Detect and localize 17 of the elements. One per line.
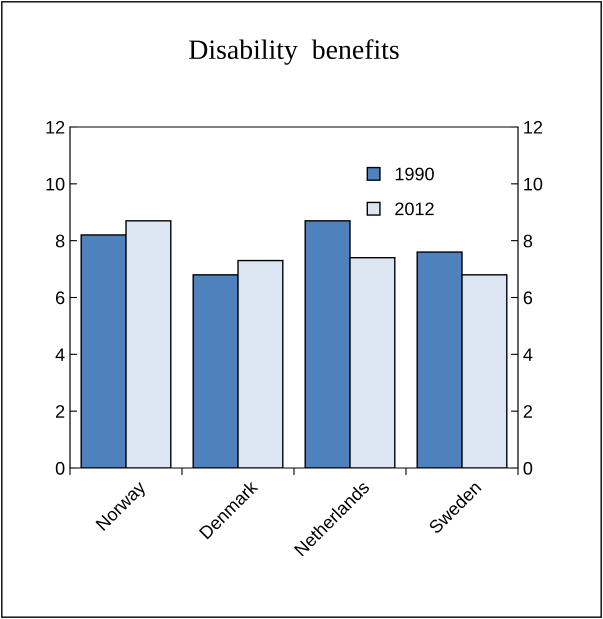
y-tick-label: 4 — [56, 348, 65, 361]
chart-title: Disability benefits — [189, 39, 399, 65]
y-tick-label: 2 — [56, 405, 64, 418]
y2-tick-label: 6 — [524, 291, 532, 304]
y-tick-label: 0 — [56, 462, 64, 475]
y-tick-label: 8 — [56, 234, 64, 248]
y2-tick-label: 0 — [524, 462, 532, 475]
legend-label: 2012 — [395, 202, 434, 216]
y2-tick-label: 4 — [523, 348, 532, 361]
y2-tick-label: 2 — [524, 405, 532, 418]
y2-tick-label: 10 — [524, 178, 542, 191]
y2-tick-label: 12 — [524, 120, 542, 134]
y-tick-label: 6 — [56, 291, 64, 304]
y2-tick-label: 8 — [524, 234, 532, 248]
y-tick-label: 12 — [46, 120, 64, 134]
y-tick-label: 10 — [46, 178, 64, 191]
legend-label: 1990 — [396, 168, 434, 180]
